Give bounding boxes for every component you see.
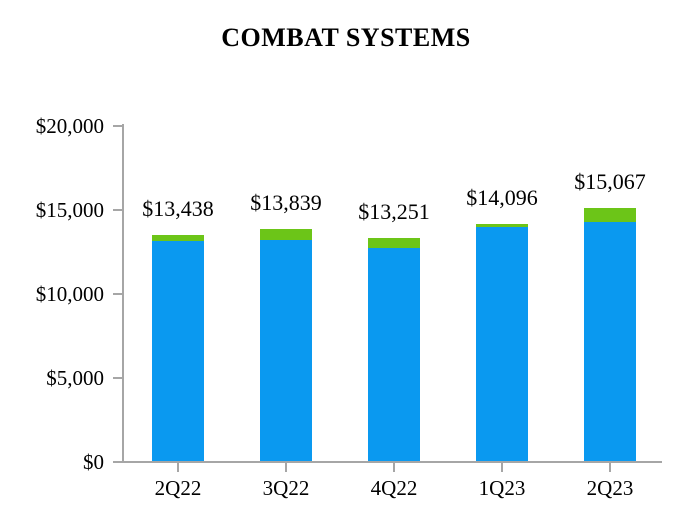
x-axis-tick [609, 463, 611, 472]
y-axis-tick-label: $10,000 [35, 282, 104, 306]
y-axis-tick [113, 293, 122, 295]
y-axis-tick-label: $20,000 [35, 114, 104, 138]
y-axis-line [122, 124, 124, 463]
x-axis-tick [501, 463, 503, 472]
x-axis-tick-label: 2Q22 [154, 476, 202, 500]
bar-segment-blue [152, 240, 204, 461]
y-axis-tick-label: $5,000 [46, 366, 104, 390]
bar-segment-blue [584, 222, 636, 461]
x-axis-line [122, 461, 662, 463]
y-axis-tick [113, 125, 122, 127]
bar-segment-green [584, 207, 636, 223]
bar-segment-blue [368, 247, 420, 461]
x-axis-tick [393, 463, 395, 472]
x-axis-tick-label: 4Q22 [370, 476, 418, 500]
bar-segment-green [152, 235, 204, 241]
bar-segment-blue [476, 227, 528, 461]
chart-title: COMBAT SYSTEMS [221, 23, 471, 52]
bar-value-label: $13,251 [358, 199, 430, 225]
x-axis-tick-label: 3Q22 [262, 476, 310, 500]
bar-value-label: $14,096 [466, 185, 538, 211]
bar-value-label: $13,438 [142, 196, 214, 222]
y-axis-tick-label: $0 [83, 450, 104, 474]
x-axis-tick-label: 1Q23 [478, 476, 526, 500]
bar-segment-green [260, 228, 312, 241]
x-axis-tick [177, 463, 179, 472]
x-axis-tick [285, 463, 287, 472]
bar-segment-green [368, 238, 420, 248]
bar-segment-green [476, 224, 528, 228]
x-axis-tick-label: 2Q23 [586, 476, 634, 500]
bar-segment-blue [260, 240, 312, 461]
y-axis-tick-label: $15,000 [35, 198, 104, 222]
bar-value-label: $15,067 [574, 168, 646, 194]
y-axis-tick [113, 461, 122, 463]
y-axis-tick [113, 209, 122, 211]
bar-value-label: $13,839 [250, 189, 322, 215]
y-axis-tick [113, 377, 122, 379]
